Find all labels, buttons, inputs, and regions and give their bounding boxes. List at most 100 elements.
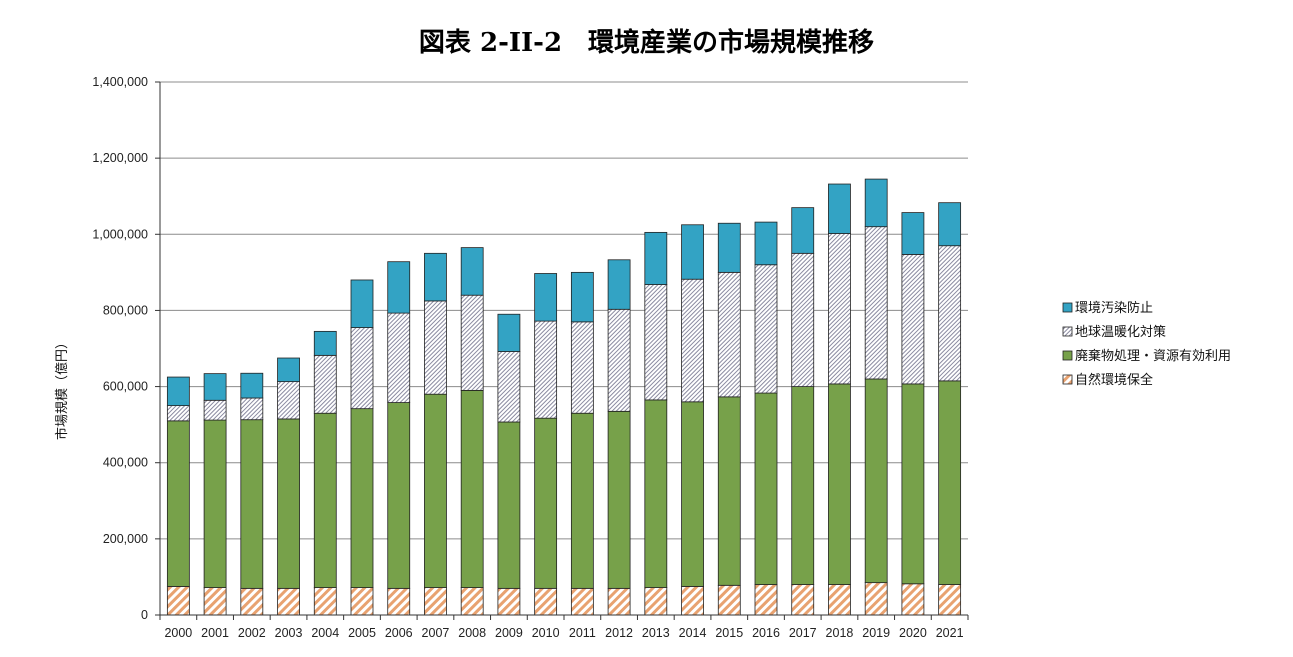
bar-segment-2002-3 <box>240 372 264 399</box>
bar-segment-2001-0 <box>203 587 227 616</box>
bar-segment-2017-2 <box>791 252 815 387</box>
bar-segment-2020-3 <box>901 212 925 255</box>
bar-segment-2003-2 <box>277 381 300 420</box>
bar-segment-2018-0 <box>828 584 851 616</box>
x-tick-label: 2000 <box>164 626 192 640</box>
x-tick-label: 2005 <box>348 626 376 640</box>
bar-segment-2009-1 <box>497 421 521 589</box>
bar-segment-2019-0 <box>864 582 888 616</box>
y-tick-label: 1,000,000 <box>92 227 148 241</box>
x-tick-label: 2006 <box>385 626 413 640</box>
bar-segment-2016-3 <box>754 221 778 266</box>
bar-segment-2007-1 <box>424 393 447 588</box>
bar-segment-2000-0 <box>166 586 190 616</box>
bar-segment-2017-1 <box>791 386 815 585</box>
bar-segment-2014-2 <box>681 278 704 403</box>
bar-segment-2019-3 <box>864 178 888 228</box>
x-tick-label: 2019 <box>862 626 890 640</box>
axes <box>159 82 969 620</box>
bar-segment-2004-2 <box>313 354 337 414</box>
bar-segment-2005-3 <box>350 279 374 328</box>
bar-segment-2015-3 <box>717 222 741 273</box>
bar-segment-2004-0 <box>313 587 337 616</box>
bar-segment-2001-3 <box>203 373 227 401</box>
bar-segment-2009-2 <box>497 351 521 423</box>
legend-entry: 自然環境保全 <box>1075 372 1153 388</box>
x-tick-label: 2013 <box>642 626 670 640</box>
y-tick-label: 200,000 <box>103 532 148 546</box>
y-tick-labels: 0 200,000 400,000 600,000 800,000 1,000,000 1,… <box>92 75 148 622</box>
x-tick-label: 2004 <box>311 626 339 640</box>
x-tick-label: 2003 <box>275 626 303 640</box>
bar-segment-2008-2 <box>460 294 484 391</box>
bar-segment-2011-2 <box>570 321 594 414</box>
x-tick-label: 2009 <box>495 626 523 640</box>
bar-segment-2010-2 <box>534 320 558 419</box>
bar-segment-2000-3 <box>166 376 190 407</box>
legend-entry: 廃棄物処理・資源有効利用 <box>1075 348 1231 364</box>
x-tick-label: 2021 <box>936 626 964 640</box>
bar-segment-2016-1 <box>754 392 778 585</box>
bar-segment-2010-0 <box>534 587 558 616</box>
x-tick-label: 2016 <box>752 626 780 640</box>
bar-segment-2014-1 <box>681 401 704 587</box>
bar-segment-2015-0 <box>717 584 741 616</box>
legend-swatch <box>1062 350 1073 361</box>
bar-segment-2006-3 <box>387 261 411 314</box>
y-axis-label: 市場規模（億円） <box>54 336 70 440</box>
bar-segment-2007-0 <box>424 587 447 616</box>
bar-segment-2014-3 <box>681 224 704 280</box>
bar-segment-2012-2 <box>607 308 631 412</box>
bar-segment-2020-1 <box>901 383 925 585</box>
bar-segment-2006-2 <box>387 312 411 403</box>
bar-segment-2008-0 <box>460 587 484 616</box>
bar-segment-2018-2 <box>828 233 851 385</box>
bar-segment-2018-3 <box>828 183 851 234</box>
bar-segment-2001-2 <box>203 399 227 421</box>
bar-segment-2005-0 <box>350 587 374 616</box>
x-tick-label: 2014 <box>679 626 707 640</box>
y-tick-label: 1,400,000 <box>92 75 148 89</box>
bar-segment-2015-1 <box>717 396 741 586</box>
bar-segment-2010-1 <box>534 417 558 589</box>
y-tick-label: 600,000 <box>103 380 148 394</box>
bar-segment-2012-3 <box>607 259 631 310</box>
bar-segment-2011-3 <box>570 271 594 323</box>
y-tick-label: 0 <box>141 608 148 622</box>
y-tick-label: 400,000 <box>103 456 148 470</box>
bar-segment-2014-0 <box>681 586 704 616</box>
bar-segment-2021-3 <box>938 202 962 247</box>
chart-title: 図表 2-II-2 環境産業の市場規模推移 <box>418 28 875 58</box>
x-tick-label: 2007 <box>422 626 450 640</box>
legend-swatch <box>1062 326 1073 337</box>
bar-segment-2007-3 <box>424 252 447 302</box>
bar-segment-2013-1 <box>644 399 668 588</box>
bar-segment-2008-3 <box>460 247 484 296</box>
bar-segment-2019-2 <box>864 226 888 380</box>
x-tick-label: 2010 <box>532 626 560 640</box>
bar-segment-2010-3 <box>534 273 558 322</box>
bar-segment-2021-2 <box>938 245 962 382</box>
bar-segment-2007-2 <box>424 300 447 395</box>
x-tick-label: 2002 <box>238 626 266 640</box>
bar-segment-2009-0 <box>497 587 521 616</box>
bar-segment-2002-1 <box>240 419 264 589</box>
bar-segment-2001-1 <box>203 419 227 588</box>
bar-segment-2021-1 <box>938 380 962 585</box>
bar-segment-2013-0 <box>644 587 668 616</box>
legend-entry: 地球温暖化対策 <box>1075 324 1166 340</box>
x-tick-label: 2008 <box>458 626 486 640</box>
bar-segment-2018-1 <box>828 383 851 585</box>
x-tick-label: 2020 <box>899 626 927 640</box>
legend-entry: 環境汚染防止 <box>1075 300 1153 316</box>
x-tick-labels: 2000 2001 2002 2003 2004 2005 2006 2007 2008 2009… <box>164 626 963 640</box>
bar-segment-2012-0 <box>607 587 631 616</box>
bar-segment-2012-1 <box>607 410 631 589</box>
bar-segment-2016-2 <box>754 264 778 394</box>
bar-segment-2011-0 <box>570 587 594 616</box>
bar-segment-2008-1 <box>460 389 484 588</box>
bar-segment-2017-3 <box>791 207 815 254</box>
bar-segment-2021-0 <box>938 584 962 616</box>
